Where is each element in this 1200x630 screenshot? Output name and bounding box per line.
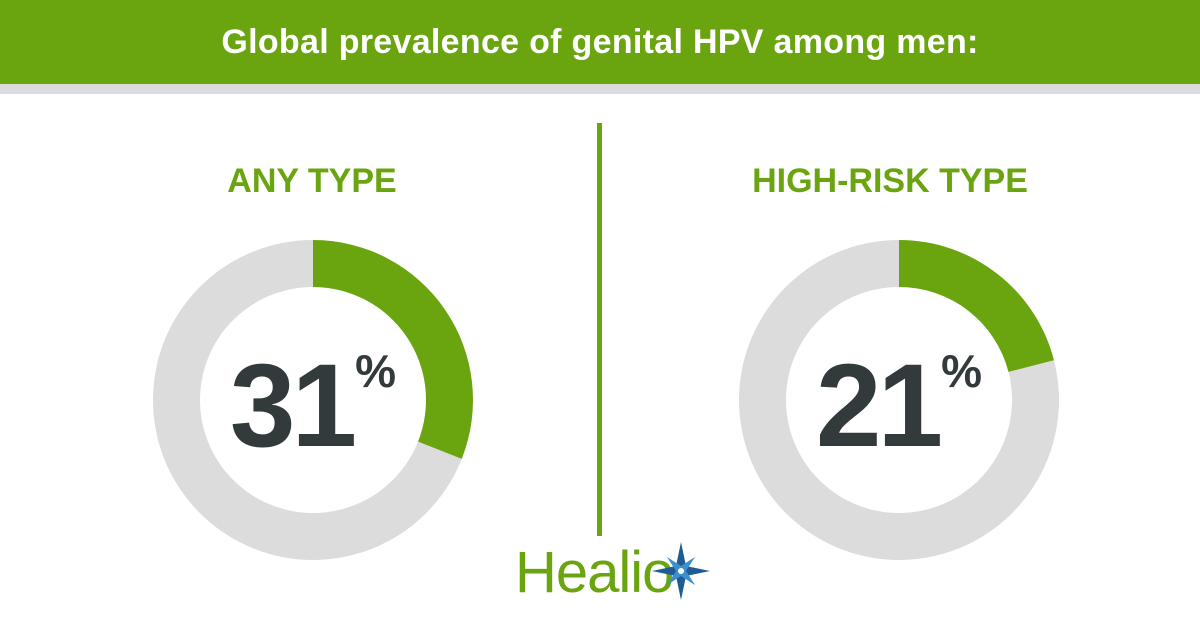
donut-svg-any-type (153, 240, 474, 560)
header-banner: Global prevalence of genital HPV among m… (0, 0, 1200, 84)
chart-title-high-risk-type: HIGH-RISK TYPE (752, 162, 1028, 200)
value-number-any-type: 31 (229, 340, 357, 472)
value-unit-any-type: % (355, 345, 397, 397)
value-group-any-type: 31 % (153, 240, 473, 560)
healio-logo: Healio (510, 540, 720, 610)
value-group-high-risk-type: 21 % (739, 240, 1059, 560)
chart-title-any-type: ANY TYPE (227, 162, 397, 200)
donut-value-slice (899, 240, 1054, 372)
value-unit-high-risk-type: % (941, 345, 983, 397)
logo-text: Healio (515, 540, 674, 605)
donut-value-slice (313, 240, 474, 459)
donut-remainder-slice (739, 240, 1059, 560)
value-number-high-risk-type: 21 (815, 340, 943, 472)
star-icon (652, 542, 710, 600)
donut-remainder-slice (153, 240, 462, 560)
donut-chart-high-risk-type: 21 % (739, 240, 1059, 560)
donut-chart-any-type: 31 % (153, 240, 474, 560)
header-shadow (0, 84, 1200, 94)
donut-svg-high-risk-type (739, 240, 1059, 560)
panel-divider (597, 123, 602, 536)
page-title: Global prevalence of genital HPV among m… (221, 22, 979, 61)
